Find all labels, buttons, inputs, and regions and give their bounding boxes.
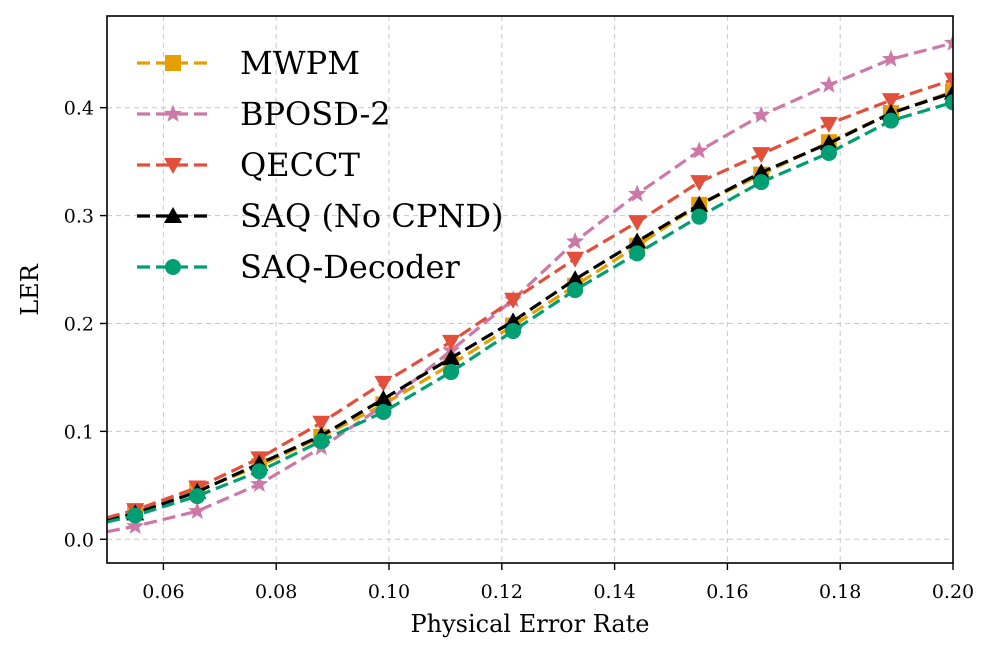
data-point [752, 105, 771, 123]
data-point [375, 403, 392, 420]
data-point [690, 195, 709, 212]
data-point [820, 145, 837, 162]
data-point [819, 75, 838, 93]
series-line [107, 41, 953, 534]
x-tick-label: 0.18 [819, 581, 861, 603]
legend-marker [164, 207, 182, 223]
y-tick-label: 0.0 [64, 529, 94, 551]
axis-ticks: 0.06 0.08 0.10 0.12 0.14 0.16 0.18 0.20 0.0 0.1 0.… [64, 98, 974, 603]
legend: MWPM BPOSD-2 QECCT SAQ (No CPND) SAQ-Decoder [137, 44, 504, 286]
legend-label: SAQ (No CPND) [240, 197, 504, 235]
x-tick-label: 0.10 [368, 581, 410, 603]
data-point [312, 415, 331, 432]
data-point [819, 134, 838, 151]
series-saq-decoder [107, 94, 953, 524]
data-point [945, 94, 953, 111]
data-point [251, 463, 268, 480]
data-point [752, 147, 771, 164]
y-tick-label: 0.1 [64, 421, 94, 443]
data-point [881, 93, 900, 110]
data-point [944, 33, 953, 51]
data-point [691, 208, 708, 225]
data-point [566, 251, 585, 268]
legend-label: QECCT [240, 146, 361, 184]
data-point [944, 72, 953, 89]
data-point [753, 174, 770, 191]
data-point [126, 516, 145, 534]
legend-label: SAQ-Decoder [240, 248, 460, 286]
data-point [505, 323, 522, 340]
data-point [504, 292, 523, 309]
data-point [567, 282, 584, 299]
data-point [881, 49, 900, 67]
y-tick-label: 0.2 [64, 313, 94, 335]
legend-item: QECCT [137, 146, 361, 184]
x-tick-label: 0.16 [706, 581, 748, 603]
legend-marker [165, 55, 181, 71]
legend-item: MWPM [137, 44, 360, 82]
legend-label: MWPM [240, 44, 360, 82]
legend-item: BPOSD-2 [137, 95, 391, 133]
data-point [374, 375, 393, 392]
data-point [882, 112, 899, 129]
series-layer [107, 33, 953, 534]
data-point [690, 141, 709, 159]
legend-item: SAQ (No CPND) [137, 197, 504, 235]
x-axis-label: Physical Error Rate [410, 610, 649, 638]
y-tick-label: 0.4 [64, 98, 94, 120]
data-point [566, 232, 585, 250]
legend-item: SAQ-Decoder [137, 248, 460, 286]
x-tick-label: 0.14 [593, 581, 635, 603]
data-point [628, 184, 647, 202]
data-point [628, 232, 647, 249]
legend-marker [165, 259, 181, 275]
data-point [374, 390, 393, 407]
plot-frame [106, 15, 954, 564]
y-tick-label: 0.3 [64, 206, 94, 228]
series-line [107, 91, 953, 523]
legend-marker [164, 158, 182, 174]
data-point [188, 501, 207, 519]
data-point [127, 507, 144, 524]
data-point [629, 245, 646, 262]
series-qecct [107, 72, 953, 520]
x-tick-label: 0.20 [932, 581, 974, 603]
data-point [443, 364, 460, 381]
series-line [107, 100, 953, 524]
data-point [250, 474, 269, 492]
y-axis-label: LER [16, 263, 44, 315]
data-point [819, 116, 838, 133]
data-point [566, 270, 585, 287]
data-point [690, 175, 709, 192]
x-tick-label: 0.12 [481, 581, 523, 603]
data-point [504, 312, 523, 329]
legend-label: BPOSD-2 [240, 95, 391, 133]
data-point [752, 163, 771, 180]
series-bposd-2 [107, 33, 953, 534]
x-tick-label: 0.08 [255, 581, 297, 603]
legend-marker [164, 104, 182, 122]
data-point [313, 433, 330, 450]
data-point [442, 349, 461, 366]
data-point [189, 488, 206, 505]
data-point [628, 215, 647, 232]
x-tick-label: 0.06 [142, 581, 184, 603]
data-point [442, 334, 461, 351]
